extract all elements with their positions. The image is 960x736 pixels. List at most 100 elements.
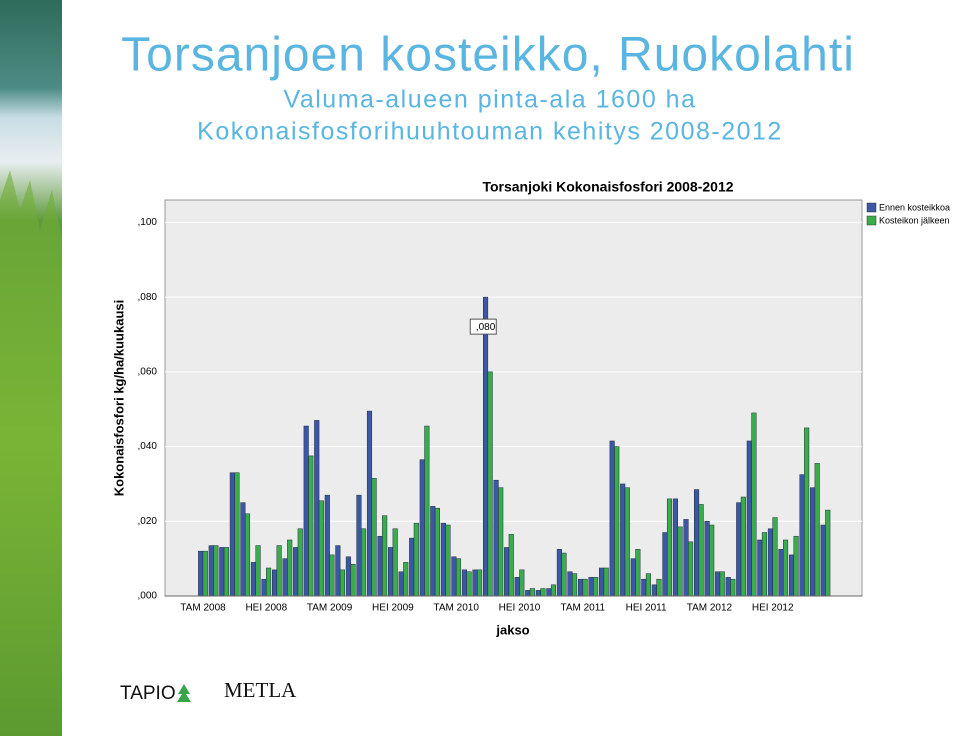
bar [314,420,320,597]
bar [793,535,799,597]
bar [635,549,641,597]
y-tick-label: ,060 [138,366,158,377]
bar [715,571,721,597]
bar [799,474,805,597]
bar [788,554,795,597]
bar [698,504,704,597]
bar [461,569,467,597]
bar [620,483,626,597]
bar [656,578,662,597]
bar [440,522,446,597]
bar [361,528,367,597]
chart-title: Torsanjoki Kokonaisfosfori 2008-2012 [482,179,733,195]
chart: Torsanjoki Kokonaisfosfori 2008-2012 jak… [111,179,950,638]
bar [297,528,303,597]
bar [588,577,594,597]
x-tick-label: TAM 2009 [307,603,353,614]
x-tick-label: TAM 2011 [560,603,605,614]
bar [371,478,377,597]
slide-title: Torsanjoen kosteikko, Ruokolahti [121,29,855,82]
bar [282,558,288,597]
bar [688,541,694,597]
bar [213,545,219,597]
bar [293,547,299,597]
bar [392,528,398,597]
bar [483,296,489,597]
data-label-box [469,318,497,335]
bar [498,487,504,597]
bar [582,578,588,597]
bar [508,534,514,597]
bar [208,545,214,597]
data-label: ,080 [476,322,496,333]
bar [266,567,272,597]
bar [339,569,345,597]
bar [814,463,820,597]
bar [567,571,573,597]
bar [350,563,356,597]
slide-subtitle: Kokonaisfosforihuuhtouman kehitys 2008-2… [197,118,783,146]
bar [244,513,251,597]
bar [493,479,499,597]
y-tick-label: ,040 [138,441,158,452]
y-tick-label: ,020 [138,516,158,527]
bar [535,590,541,597]
bar [630,558,636,597]
bar [740,496,746,597]
bar [382,515,388,597]
logo-tree [177,684,191,702]
bar [810,487,816,597]
x-tick-label: HEI 2010 [499,603,541,614]
bar [719,571,725,597]
bar [519,569,525,597]
bar [730,578,736,597]
bar [202,550,208,597]
bar [335,545,341,597]
bar [409,537,415,597]
bar [308,455,314,597]
bar [820,524,826,597]
bar [666,498,673,597]
bar [377,535,383,597]
legend-label: Ennen kosteikkoa [879,202,950,212]
bar [445,524,451,597]
legend-swatch [866,215,877,226]
bar [783,539,789,597]
bar [572,573,578,597]
bar [757,539,763,597]
bar [736,502,742,597]
bar [487,371,493,597]
bar [356,494,362,597]
logo-tapio: TAPIO [120,683,176,704]
bar [472,569,478,597]
bar [746,440,752,597]
bar [434,507,440,597]
bar [329,554,335,597]
bar [599,567,605,597]
bar [561,552,567,597]
bar [250,562,256,597]
bar [683,519,689,597]
bar [424,425,430,597]
bar [767,528,773,597]
bar [419,459,425,597]
legend-label: Kosteikon jälkeen [879,215,950,225]
bar [303,425,309,597]
bar [234,472,240,597]
bar [398,571,404,597]
bar [651,584,657,597]
bar [466,571,472,597]
bar [609,440,615,597]
bar [725,577,731,597]
bar [550,584,557,597]
bar [504,547,510,597]
bar [614,446,620,597]
bar [751,412,757,597]
bar [413,522,419,597]
bar [255,545,261,597]
x-tick-label: TAM 2010 [434,603,480,614]
y-axis-label: Kokonaisfosfori kg/ha/kuukausi [111,300,126,497]
x-tick-label: HEI 2011 [626,603,667,614]
bar [324,494,330,597]
